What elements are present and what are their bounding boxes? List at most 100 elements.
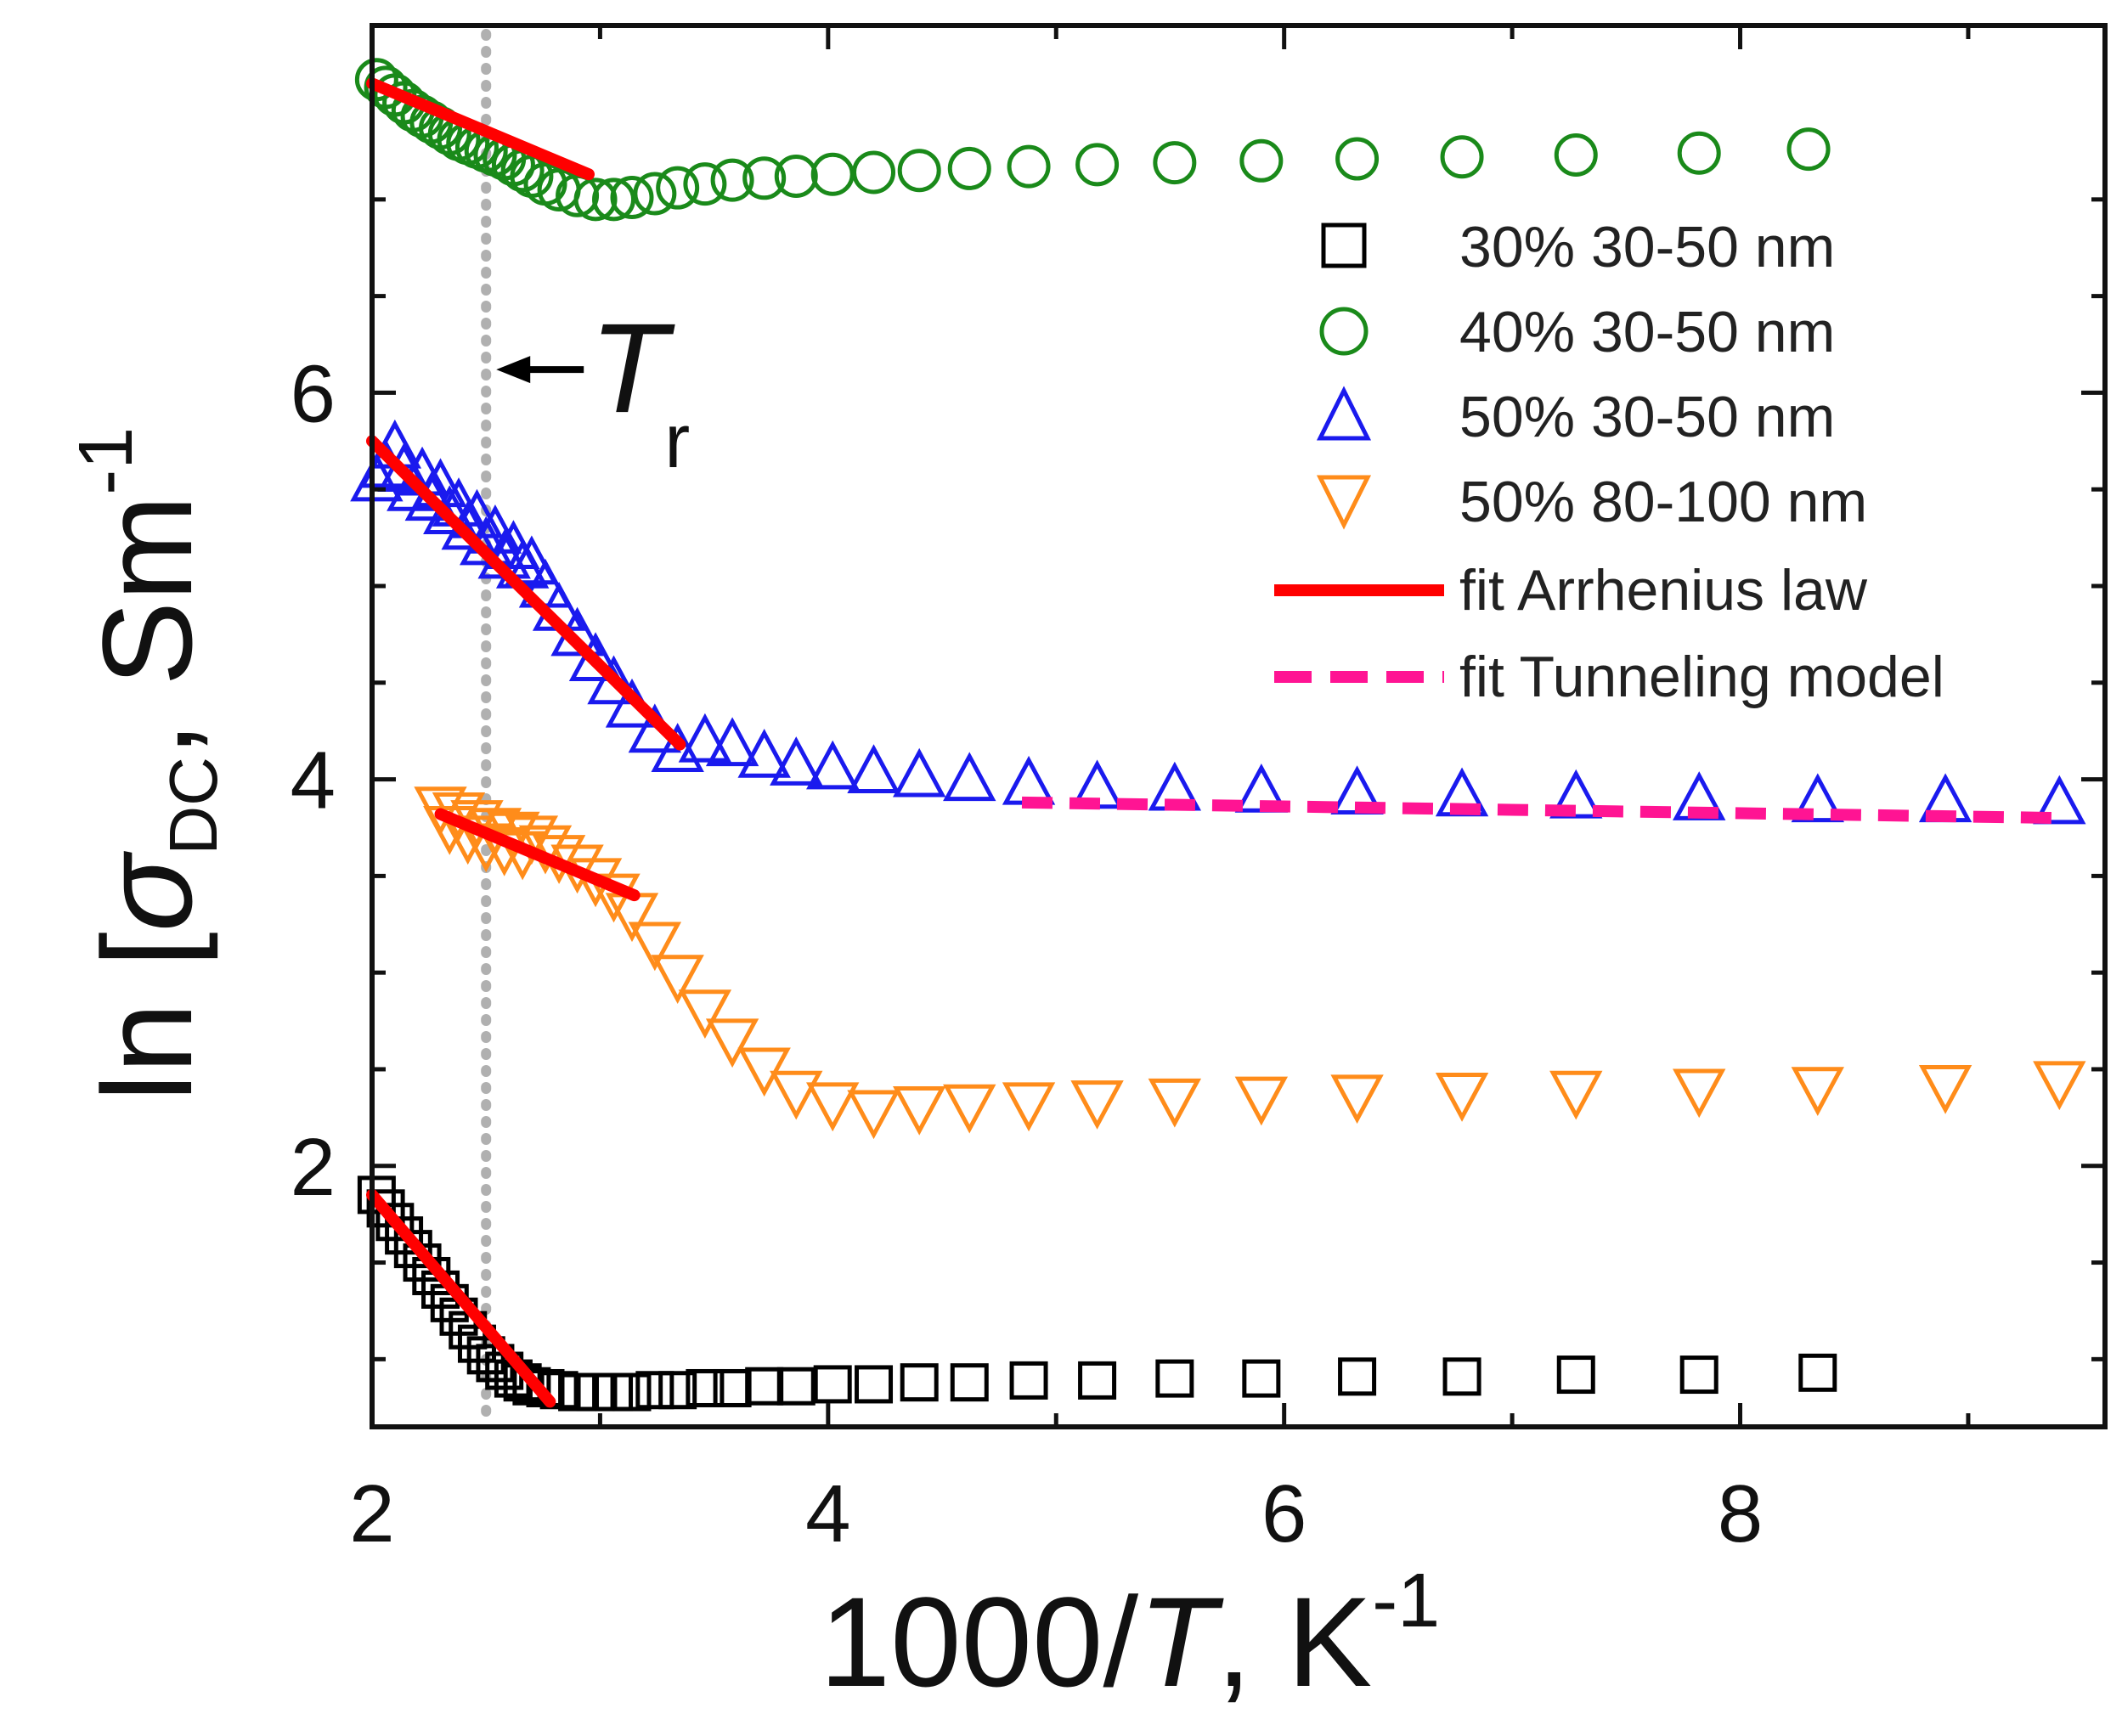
data-point-triangle-down — [893, 1085, 946, 1136]
x-tick-label: 8 — [1718, 1468, 1763, 1559]
data-point-triangle-down — [705, 1018, 759, 1068]
data-point-square — [686, 1368, 725, 1407]
y-title-rest: , Sm — [76, 495, 218, 757]
data-point-square — [1155, 1359, 1194, 1398]
x-axis-title: 1000/T, K-1 — [820, 1558, 1440, 1713]
fit-line-arrhenius — [366, 1188, 556, 1408]
data-point-circle — [592, 178, 636, 222]
data-point-triangle-down — [1070, 1080, 1124, 1130]
series-square — [357, 1175, 1837, 1412]
data-point-circle — [947, 146, 991, 190]
data-point-triangle-up — [893, 747, 946, 798]
data-point-square — [1242, 1359, 1281, 1398]
data-point-triangle-up — [1549, 769, 1603, 819]
data-point-square — [1679, 1356, 1718, 1395]
data-point-triangle-down — [651, 955, 704, 1004]
fit-line-tunneling — [1021, 796, 2060, 825]
data-point-triangle-down — [1330, 1074, 1384, 1124]
x-tick-label: 2 — [349, 1468, 394, 1559]
data-point-circle — [573, 178, 618, 222]
data-point-square — [1442, 1357, 1481, 1396]
legend-label-arrhenius: fit Arrhenius law — [1459, 558, 1868, 623]
data-point-circle — [610, 176, 654, 220]
data-point-circle — [633, 172, 677, 216]
data-point-triangle-up — [2033, 775, 2086, 825]
data-point-triangle-up — [770, 736, 823, 786]
data-point-circle — [710, 158, 754, 202]
legend-marker-triangle-down — [1316, 475, 1372, 530]
tick-labels: 2 4 6 8 2 4 6 — [291, 348, 1764, 1559]
tr-annotation: T r — [496, 296, 690, 484]
axis-ticks — [370, 25, 2105, 1427]
data-point-circle — [656, 166, 700, 210]
data-point-square — [1078, 1361, 1117, 1400]
data-point-triangle-up — [587, 655, 641, 705]
y-tick-label: 2 — [291, 1122, 336, 1213]
data-point-triangle-down — [628, 922, 682, 972]
data-point-circle — [1335, 137, 1380, 181]
data-point-square — [855, 1365, 894, 1404]
data-point-circle — [810, 152, 855, 196]
data-point-circle — [1786, 127, 1831, 172]
data-point-square — [1009, 1361, 1048, 1400]
data-point-triangle-up — [943, 752, 996, 802]
data-point-triangle-up — [806, 740, 860, 790]
legend-marker-square — [1321, 223, 1367, 268]
data-point-triangle-down — [847, 1090, 900, 1140]
data-point-triangle-up — [1002, 755, 1056, 805]
data-point-triangle-down — [1002, 1082, 1056, 1132]
data-point-triangle-up — [705, 717, 759, 767]
fit-line-arrhenius — [366, 77, 595, 181]
data-point-circle — [897, 149, 941, 193]
legend-label-tunneling: fit Tunneling model — [1459, 645, 1944, 709]
y-tick-label: 4 — [291, 736, 336, 826]
y-axis-title: ln [σDC, Sm-1 — [64, 427, 231, 1102]
plot-data-layer — [350, 29, 2086, 1423]
y-tick-label: 6 — [291, 348, 336, 439]
legend: 30% 30-50 nm 40% 30-50 nm 50% 30-50 nm 5… — [1274, 215, 1944, 709]
x-title-italic: T — [1138, 1570, 1224, 1713]
data-point-triangle-down — [1435, 1073, 1489, 1122]
data-point-triangle-down — [1234, 1076, 1289, 1126]
data-point-triangle-down — [1549, 1070, 1603, 1120]
data-point-triangle-down — [943, 1084, 996, 1134]
data-point-triangle-down — [1673, 1068, 1726, 1119]
tr-subscript: r — [664, 399, 690, 484]
y-title-subscript: DC — [155, 757, 231, 855]
series-triangle-down — [414, 786, 2086, 1140]
data-point-square — [776, 1367, 816, 1406]
series-circle — [354, 58, 1831, 222]
data-point-triangle-down — [806, 1082, 860, 1132]
x-tick-label: 6 — [1261, 1468, 1306, 1559]
data-point-triangle-up — [737, 729, 791, 778]
data-point-square — [1556, 1356, 1595, 1395]
data-point-circle — [1677, 131, 1721, 175]
y-title-main: ln [ — [76, 932, 218, 1102]
data-point-triangle-down — [1148, 1078, 1202, 1128]
data-point-square — [1798, 1353, 1837, 1392]
data-point-circle — [1007, 144, 1051, 189]
data-point-circle — [774, 155, 818, 199]
x-title-rest: , K — [1216, 1570, 1372, 1713]
tr-arrow-head — [496, 356, 531, 384]
legend-marker-triangle-up — [1316, 386, 1372, 441]
data-point-square — [745, 1367, 784, 1406]
data-point-triangle-down — [678, 989, 732, 1039]
data-point-circle — [742, 156, 787, 200]
plot-frame — [370, 23, 2108, 1429]
data-point-circle — [1554, 132, 1598, 177]
data-point-circle — [683, 162, 727, 206]
data-point-triangle-up — [1791, 773, 1844, 823]
data-point-square — [900, 1363, 939, 1402]
fit-line-arrhenius — [366, 435, 686, 751]
data-point-circle — [852, 150, 896, 194]
legend-marker-circle — [1319, 307, 1369, 356]
data-point-circle — [1075, 143, 1120, 187]
data-point-circle — [1440, 135, 1484, 179]
data-point-triangle-up — [678, 713, 732, 763]
legend-label-40pct-30-50nm: 40% 30-50 nm — [1459, 300, 1835, 364]
legend-label-50pct-80-100nm: 50% 80-100 nm — [1459, 470, 1867, 534]
legend-label-30pct-30-50nm: 30% 30-50 nm — [1459, 215, 1835, 279]
data-point-triangle-down — [1918, 1064, 1972, 1114]
